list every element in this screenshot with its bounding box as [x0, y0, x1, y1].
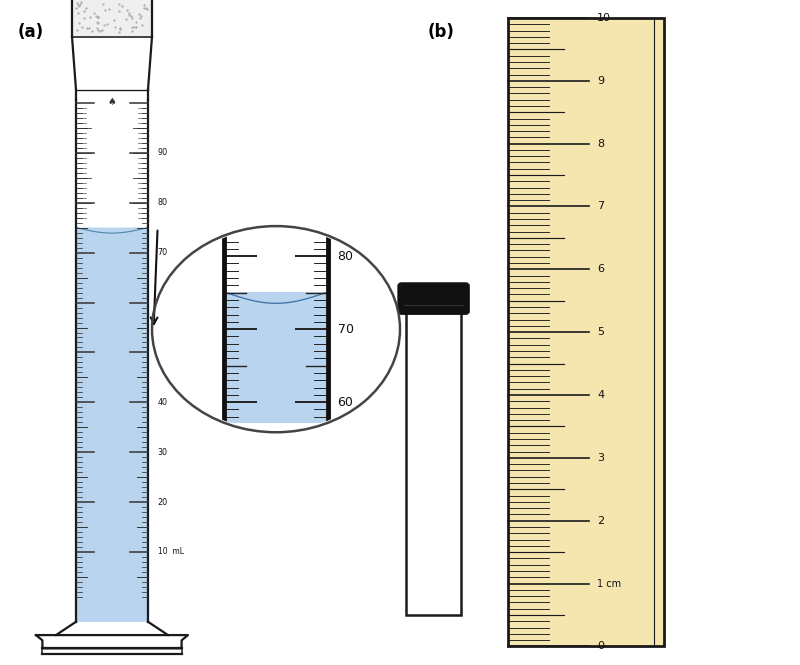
Text: 7: 7 — [597, 201, 604, 211]
Text: 4: 4 — [597, 390, 604, 400]
Text: 50: 50 — [158, 348, 168, 357]
Text: 0: 0 — [597, 641, 604, 652]
Text: 5: 5 — [597, 327, 604, 337]
Bar — [508, 18, 664, 646]
Circle shape — [154, 228, 398, 430]
Bar — [77, 227, 147, 622]
Text: 2: 2 — [597, 515, 604, 526]
Text: 90: 90 — [158, 148, 168, 158]
Text: 1 cm: 1 cm — [597, 579, 622, 589]
Text: ♠: ♠ — [108, 96, 116, 107]
Text: 8: 8 — [597, 138, 604, 149]
Polygon shape — [42, 648, 182, 654]
FancyBboxPatch shape — [398, 283, 469, 314]
Text: 80: 80 — [338, 249, 354, 263]
Text: 20: 20 — [158, 497, 168, 507]
Text: 60: 60 — [158, 298, 168, 307]
Text: 30: 30 — [158, 448, 168, 457]
Text: (a): (a) — [18, 23, 44, 41]
Text: 60: 60 — [338, 396, 354, 409]
Text: 6: 6 — [597, 264, 604, 275]
Text: 80: 80 — [158, 198, 168, 207]
Text: (b): (b) — [428, 23, 455, 41]
Text: 9: 9 — [597, 76, 604, 86]
Bar — [406, 309, 461, 615]
Text: 40: 40 — [158, 398, 168, 407]
Text: 10: 10 — [597, 13, 611, 23]
Text: 70: 70 — [338, 323, 354, 336]
Text: 10  mL: 10 mL — [158, 547, 184, 557]
Polygon shape — [36, 635, 188, 648]
Polygon shape — [72, 0, 152, 37]
Circle shape — [152, 226, 400, 432]
Bar — [226, 293, 326, 424]
Text: 3: 3 — [597, 453, 604, 463]
Text: 70: 70 — [158, 248, 168, 257]
